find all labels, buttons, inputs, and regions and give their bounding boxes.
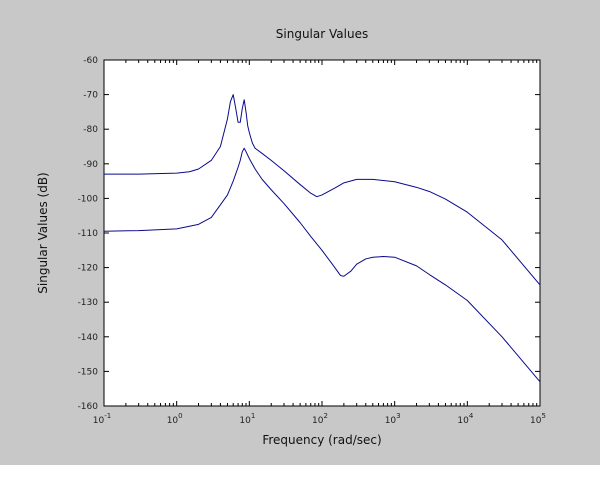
x-tick-label: 101 [239, 412, 255, 426]
x-tick-label: 105 [530, 412, 546, 426]
x-tick-label: 10-1 [93, 412, 111, 426]
y-tick-label: -80 [83, 125, 98, 135]
x-axis-label: Frequency (rad/sec) [262, 433, 381, 447]
plot-area [103, 59, 541, 407]
y-tick-label: -100 [78, 194, 99, 204]
singular-values-plot: Singular Values Frequency (rad/sec) Sing… [36, 27, 546, 447]
y-tick-label: -120 [78, 264, 99, 274]
y-axis-label: Singular Values (dB) [36, 172, 50, 293]
x-tick-exponent: 0 [178, 412, 182, 420]
y-tick-label: -70 [83, 91, 98, 101]
x-tick-label: 100 [167, 412, 183, 426]
x-tick-label: 104 [457, 412, 473, 426]
y-tick-label: -130 [78, 298, 99, 308]
x-tick-base: 10 [239, 416, 251, 426]
x-tick-label: 102 [312, 412, 328, 426]
x-tick-base: 10 [457, 416, 469, 426]
singular-value-line-2 [103, 147, 541, 383]
singular-value-line-1 [104, 94, 541, 286]
y-tick-label: -140 [78, 333, 99, 343]
x-tick-base: 10 [312, 416, 324, 426]
x-tick-base: 10 [385, 416, 397, 426]
x-tick-base: 10 [93, 416, 105, 426]
y-tick-label: -160 [78, 402, 99, 412]
y-tick-label: -90 [83, 160, 98, 170]
y-tick-label: -150 [78, 367, 99, 377]
figure-window: Singular Values Frequency (rad/sec) Sing… [0, 0, 600, 465]
x-tick-label: 103 [385, 412, 401, 426]
x-tick-base: 10 [167, 416, 179, 426]
y-tick-label: -60 [83, 56, 98, 66]
series-lines [103, 94, 541, 383]
chart-title: Singular Values [276, 27, 368, 41]
x-tick-exponent: 4 [469, 412, 474, 420]
x-tick-exponent: 3 [396, 412, 400, 420]
axis-ticks: 10-1 100 101 102 103 104 105-60-70-80-90-100-1… [78, 56, 546, 426]
x-tick-exponent: 2 [323, 412, 327, 420]
x-tick-exponent: -1 [104, 412, 111, 420]
y-tick-label: -110 [78, 229, 99, 239]
x-tick-base: 10 [530, 416, 542, 426]
x-tick-exponent: 5 [541, 412, 545, 420]
x-tick-exponent: 1 [251, 412, 255, 420]
